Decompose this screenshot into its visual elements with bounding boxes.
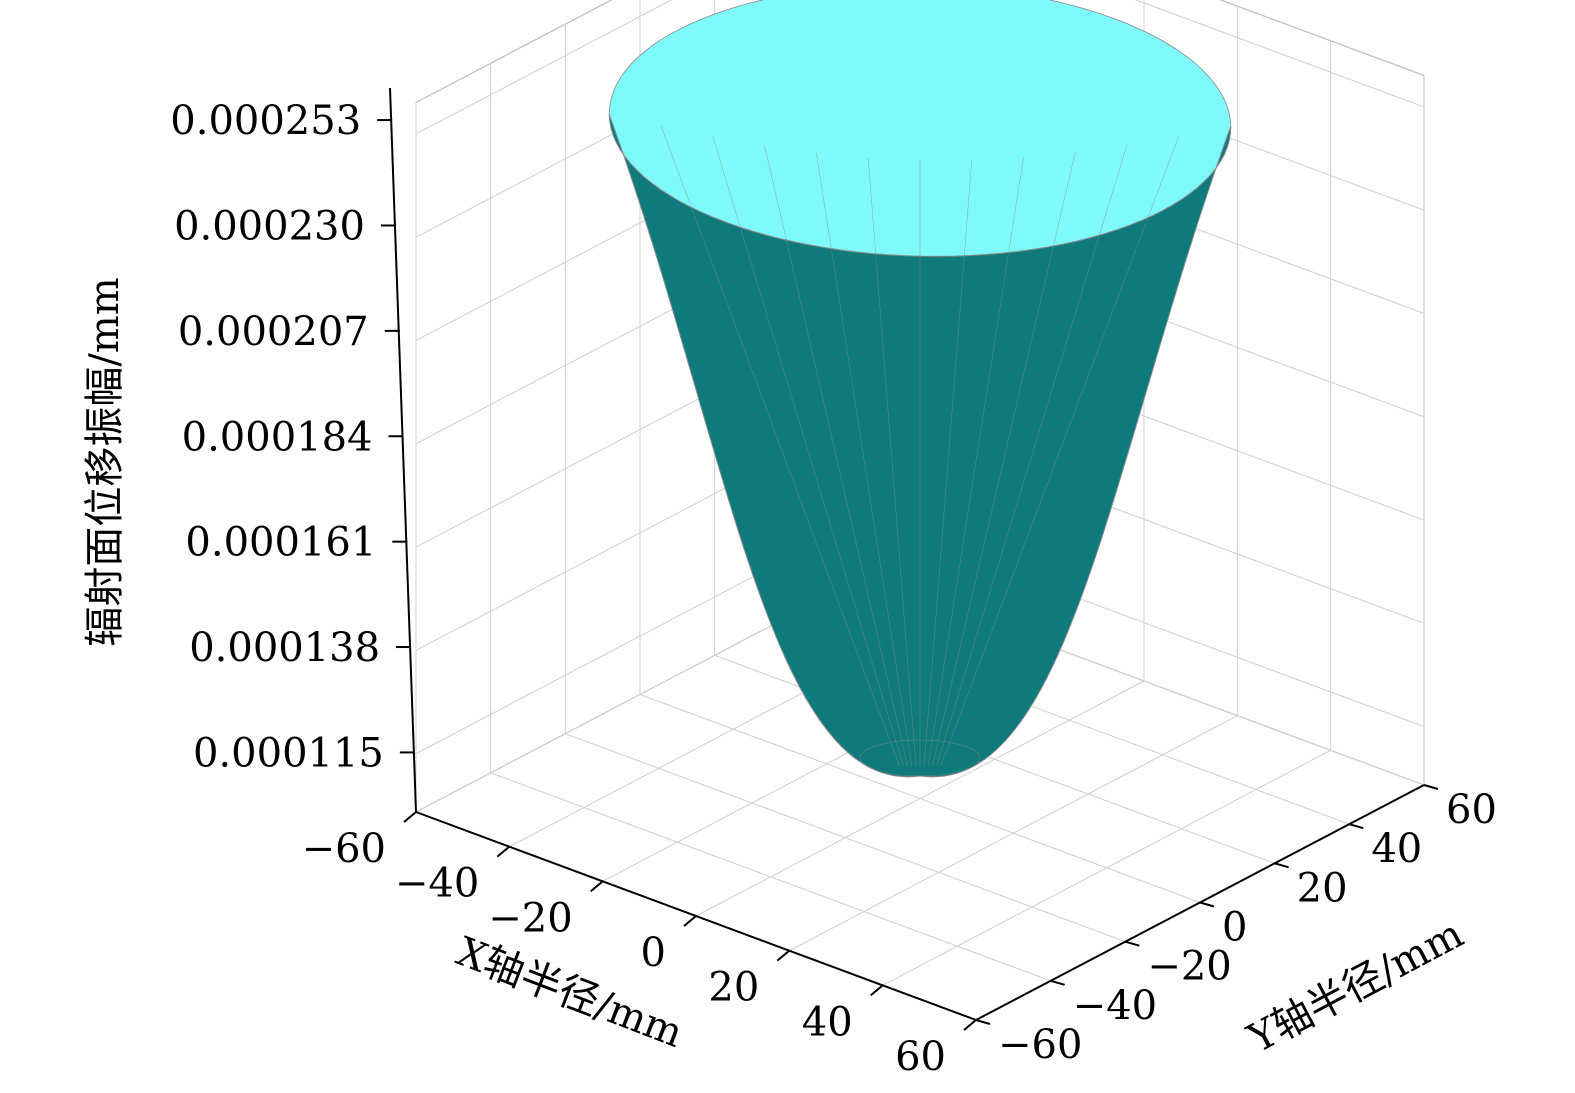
y-tick-label: 0 — [1222, 905, 1247, 951]
surface-mesh-line — [927, 156, 1024, 767]
x-tick-mark — [683, 915, 697, 927]
paraboloid-surface — [608, 0, 1232, 778]
surface-mesh-ring — [859, 739, 981, 777]
x-tick-mark — [403, 811, 417, 823]
z-axis-line — [389, 87, 417, 813]
y-tick-label: 60 — [1446, 787, 1497, 833]
y-tick-mark — [1050, 979, 1065, 986]
y-axis-label: Y轴半径/mm — [1240, 911, 1471, 1063]
x-tick-mark — [496, 845, 510, 858]
x-tick-label: 40 — [802, 999, 853, 1045]
z-tick-label: 0.000138 — [189, 625, 380, 671]
chart-axes — [377, 87, 1439, 1031]
y-tick-label: 40 — [1371, 826, 1422, 872]
y-tick-label: 20 — [1297, 865, 1348, 911]
x-tick-label: −40 — [395, 861, 479, 907]
x-tick-label: 60 — [895, 1034, 946, 1080]
x-tick-mark — [963, 1019, 977, 1031]
y-tick-mark — [1349, 823, 1364, 830]
surface-mesh-line — [940, 135, 1180, 767]
surface-mesh-line — [764, 145, 908, 767]
z-tick-label: 0.000253 — [170, 98, 361, 144]
surface-mesh-line — [936, 144, 1128, 767]
chart-labels: 0.000115 0.000138 0.000161 0.000184 0.000207… — [82, 98, 1497, 1080]
z-axis-label: 辐射面位移振幅/mm — [82, 277, 128, 646]
y-tick-label: −20 — [1147, 944, 1231, 990]
grid-wall-left-z — [415, 0, 673, 135]
x-tick-mark — [870, 984, 884, 997]
y-tick-mark — [975, 1019, 991, 1025]
x-tick-label: −20 — [488, 895, 572, 941]
x-tick-label: 0 — [641, 930, 666, 976]
y-tick-mark — [1274, 862, 1289, 869]
y-tick-mark — [1199, 901, 1215, 908]
z-tick-label: 0.000230 — [174, 203, 365, 249]
grid-floor-x — [882, 749, 1331, 986]
surface-mesh-line — [923, 160, 973, 767]
y-tick-label: −60 — [998, 1022, 1082, 1068]
surface-mesh-line — [816, 153, 913, 767]
z-tick-label: 0.000161 — [185, 520, 376, 566]
x-tick-mark — [590, 880, 604, 893]
z-tick-label: 0.000184 — [182, 414, 373, 460]
x-tick-label: −60 — [302, 826, 386, 872]
x-tick-label: 20 — [708, 965, 759, 1011]
x-tick-mark — [776, 949, 790, 962]
z-tick-label: 0.000115 — [193, 730, 384, 776]
surface-mesh-line — [867, 158, 917, 767]
y-tick-mark — [1423, 784, 1439, 790]
surface-mesh-line — [932, 151, 1076, 767]
surface-mesh-line — [712, 136, 904, 767]
z-tick-label: 0.000207 — [178, 309, 369, 355]
y-tick-label: −40 — [1073, 983, 1157, 1029]
y-tick-mark — [1125, 940, 1140, 947]
surface-mesh-line — [660, 125, 900, 767]
grid-wall-right-z — [1134, 0, 1425, 108]
